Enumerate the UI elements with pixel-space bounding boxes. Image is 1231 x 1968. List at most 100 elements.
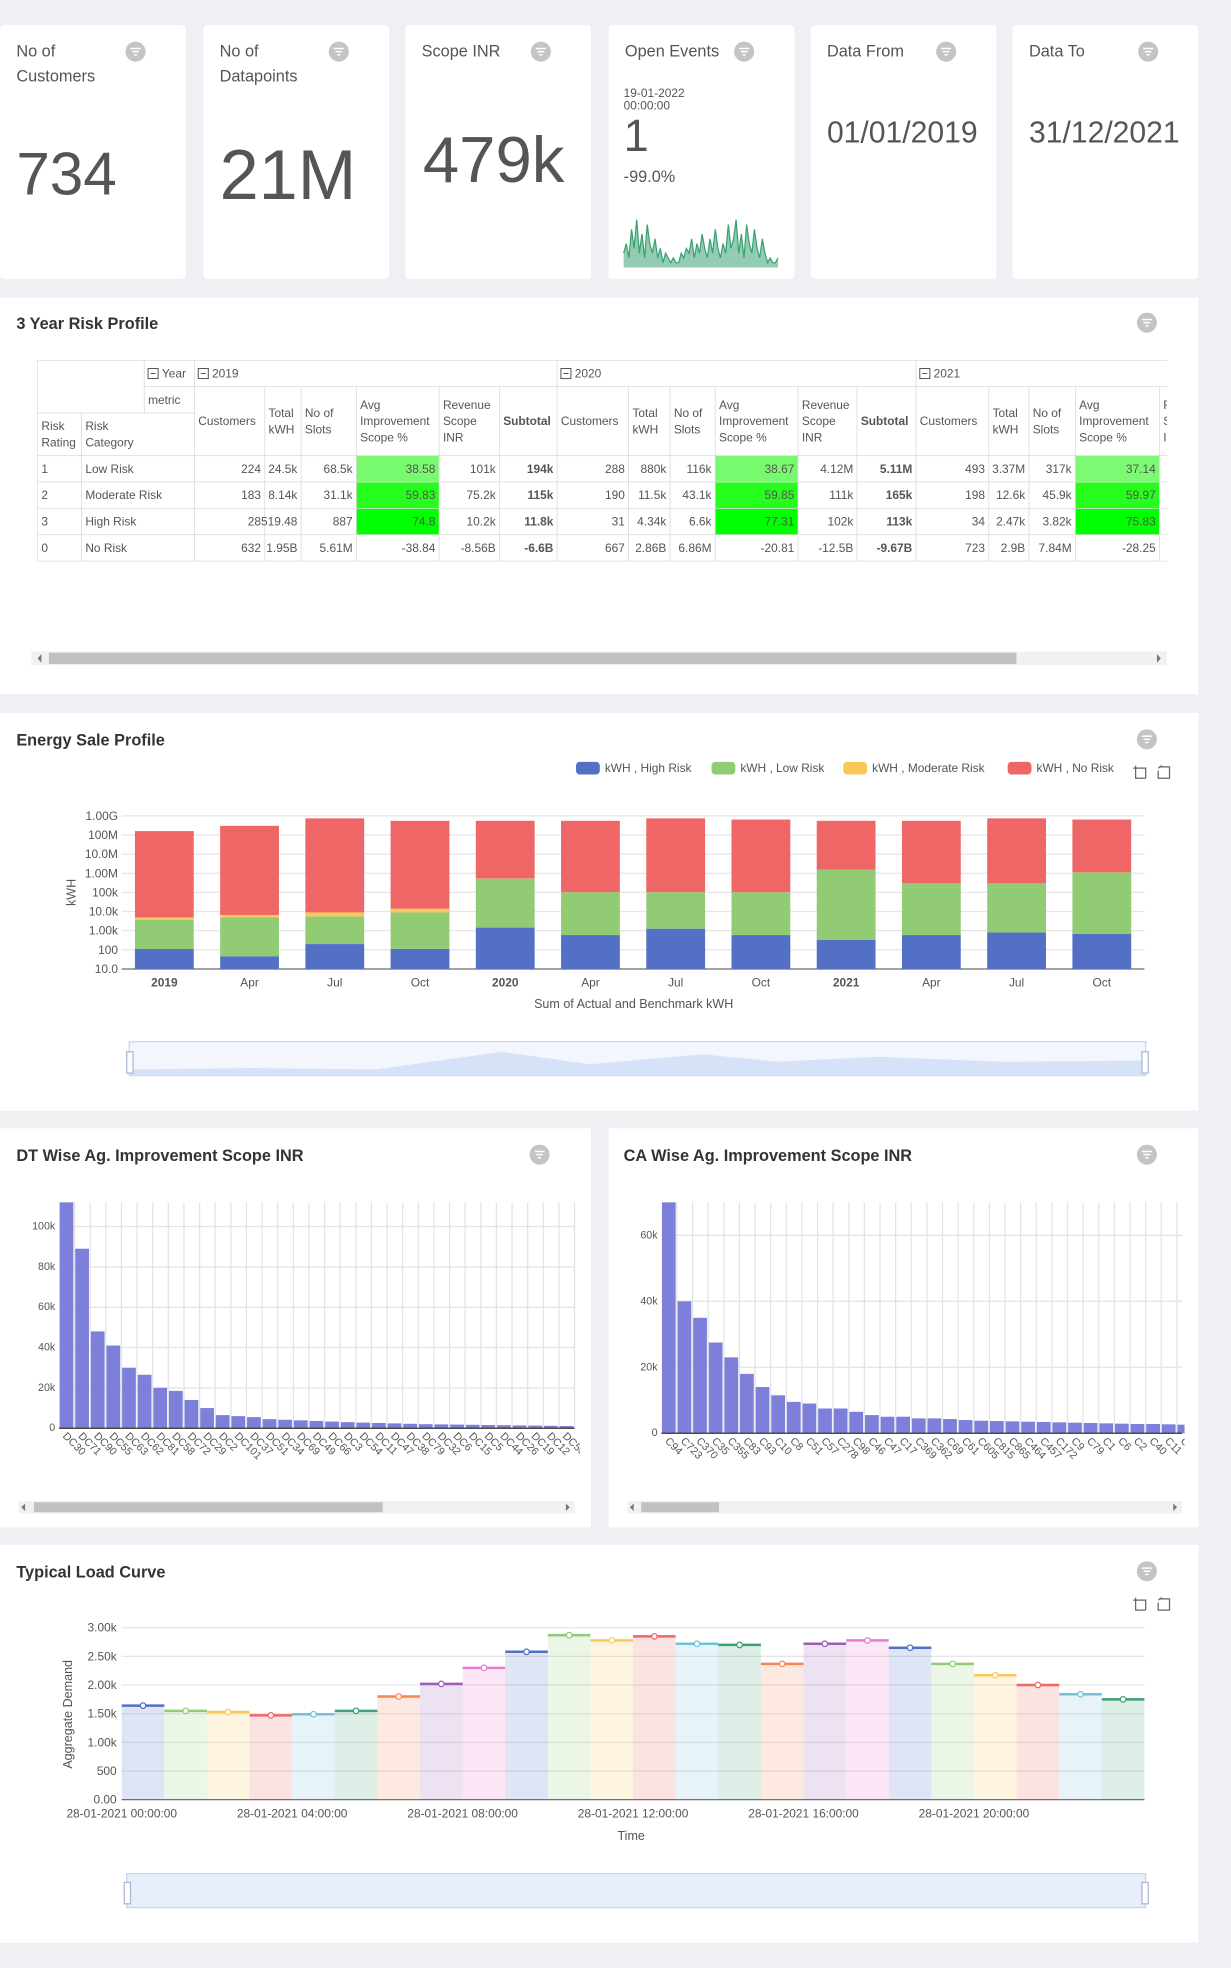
scrollbar-thumb[interactable] bbox=[33, 1502, 383, 1513]
table-value: 317k bbox=[1046, 462, 1072, 476]
zoom-icon[interactable] bbox=[1133, 1597, 1171, 1611]
table-cell bbox=[714, 455, 799, 483]
bar bbox=[1036, 1422, 1051, 1434]
bar bbox=[1072, 933, 1132, 969]
bar bbox=[816, 820, 876, 870]
bar bbox=[731, 935, 791, 969]
bar bbox=[325, 1421, 339, 1429]
bar bbox=[528, 1425, 543, 1429]
legend-label: kWH , Low Risk bbox=[740, 761, 824, 775]
bar bbox=[724, 1357, 739, 1434]
collapse-icon[interactable] bbox=[919, 367, 931, 380]
table-cell bbox=[499, 481, 558, 509]
table-value: 7.84M bbox=[1039, 541, 1072, 555]
scrollbar[interactable] bbox=[627, 1500, 1183, 1514]
table-value: 10.2k bbox=[467, 515, 496, 529]
bar bbox=[901, 883, 961, 936]
legend-swatch[interactable] bbox=[1007, 761, 1032, 775]
table-cell bbox=[37, 534, 82, 562]
bar bbox=[901, 935, 961, 969]
collapse-icon[interactable] bbox=[197, 367, 209, 380]
kpi-value: 31/12/2021 bbox=[1029, 117, 1180, 150]
bar bbox=[1101, 1699, 1145, 1800]
bar bbox=[1052, 1422, 1067, 1434]
toolbox[interactable] bbox=[1133, 765, 1171, 1611]
bar bbox=[1072, 819, 1132, 873]
kpi-change: -99.0% bbox=[624, 168, 676, 186]
collapse-icon[interactable] bbox=[560, 367, 572, 380]
table-value: 59.83 bbox=[406, 488, 436, 502]
bar bbox=[206, 1711, 250, 1800]
scrollbar-thumb[interactable] bbox=[641, 1502, 720, 1513]
table-value: 59.97 bbox=[1126, 488, 1156, 502]
zoom-slider[interactable] bbox=[126, 1873, 1147, 1909]
table-cell bbox=[669, 534, 716, 562]
bar bbox=[292, 1714, 335, 1800]
column-header: No of Slots bbox=[305, 406, 334, 436]
zoom-handle[interactable] bbox=[123, 1881, 132, 1905]
bar bbox=[987, 932, 1046, 969]
y-tick-label: 1.00k bbox=[89, 924, 118, 938]
y-tick-label: 0.00 bbox=[94, 1793, 118, 1807]
x-tick-label: Oct bbox=[1093, 976, 1112, 990]
bar bbox=[305, 818, 365, 913]
scrollbar-thumb[interactable] bbox=[48, 652, 1017, 665]
table-cell bbox=[1075, 386, 1160, 457]
point bbox=[991, 1671, 999, 1679]
kpi-value: 479k bbox=[423, 123, 565, 196]
table-cell bbox=[1220, 482, 1231, 508]
legend-swatch[interactable] bbox=[575, 761, 600, 775]
table-value: 2.47k bbox=[996, 515, 1025, 529]
zoom-handle[interactable] bbox=[1141, 1881, 1149, 1905]
zoom-icon[interactable] bbox=[1133, 765, 1171, 779]
column-header: Total kWH bbox=[632, 406, 658, 436]
bar bbox=[958, 1420, 973, 1434]
bar bbox=[434, 1424, 449, 1429]
table-value: -20.81 bbox=[761, 541, 795, 555]
table-value: 45.9k bbox=[1042, 488, 1071, 502]
y-tick-label: 1.50k bbox=[88, 1707, 117, 1721]
zoom-handle[interactable] bbox=[1141, 1051, 1149, 1074]
table-value: 75.2k bbox=[467, 488, 496, 502]
bar bbox=[1005, 1421, 1020, 1434]
kpi-card bbox=[0, 25, 186, 279]
table-cell bbox=[797, 534, 858, 562]
point bbox=[906, 1644, 914, 1652]
y-axis-title: kWH bbox=[65, 879, 79, 906]
collapse-icon[interactable] bbox=[147, 367, 159, 380]
bar bbox=[334, 1710, 378, 1800]
table-value: 519.48 bbox=[261, 515, 298, 529]
bar bbox=[816, 869, 876, 941]
table-cell bbox=[1220, 387, 1231, 456]
table-cell bbox=[669, 386, 716, 457]
bar bbox=[896, 1416, 911, 1434]
point bbox=[778, 1660, 786, 1668]
zoom-handle[interactable] bbox=[126, 1051, 134, 1074]
bar bbox=[590, 1640, 634, 1800]
kpi-title: No of Customers bbox=[16, 43, 95, 86]
bar bbox=[121, 1705, 165, 1800]
table-cell bbox=[1159, 534, 1168, 562]
row-category: Low Risk bbox=[85, 462, 133, 476]
table-cell bbox=[856, 508, 917, 536]
table-value: -12.5B bbox=[818, 541, 853, 555]
y-tick-label: 100 bbox=[98, 943, 118, 957]
bar bbox=[865, 1415, 879, 1434]
x-tick-label: 28-01-2021 00:00:00 bbox=[66, 1806, 177, 1820]
table-value: 75.83 bbox=[1126, 515, 1156, 529]
bar bbox=[505, 1651, 548, 1800]
table-value: 6.86M bbox=[678, 541, 711, 555]
legend-swatch[interactable] bbox=[843, 761, 868, 775]
legend-swatch[interactable] bbox=[711, 761, 736, 775]
x-tick-label: Jul bbox=[327, 976, 342, 990]
table-cell bbox=[499, 455, 558, 483]
table-cell bbox=[438, 455, 500, 483]
table-value: 8.14k bbox=[268, 488, 297, 502]
bar bbox=[512, 1425, 527, 1429]
bar bbox=[220, 914, 279, 918]
bar bbox=[122, 1367, 136, 1429]
table-value: 4.12M bbox=[820, 462, 853, 476]
table-cell bbox=[988, 455, 1030, 483]
table-value: 68.5k bbox=[323, 462, 352, 476]
x-tick-label: Apr bbox=[922, 976, 941, 990]
